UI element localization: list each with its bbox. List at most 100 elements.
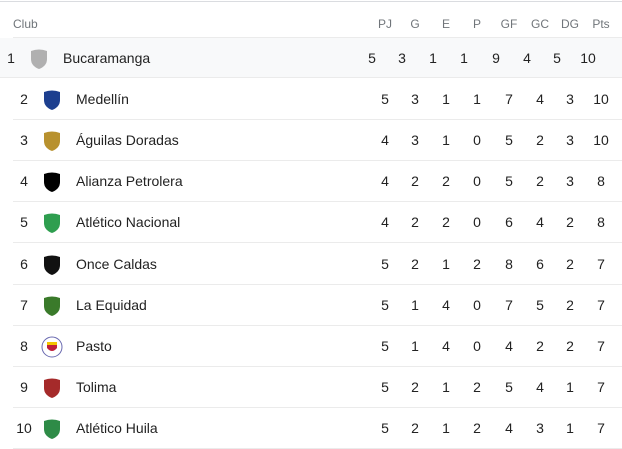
stat-p: 0: [473, 173, 481, 190]
stat-e: 1: [429, 50, 437, 66]
header-g: G: [410, 17, 420, 31]
club-name[interactable]: Pasto: [76, 337, 112, 354]
stat-e: 2: [442, 214, 450, 231]
stat-pts: 7: [597, 337, 605, 354]
stat-pj: 5: [368, 50, 376, 66]
rank: 7: [20, 296, 28, 313]
header-gc: GC: [531, 17, 549, 31]
top-divider: [0, 1, 622, 2]
club-name[interactable]: Águilas Doradas: [76, 132, 179, 149]
stat-e: 1: [442, 419, 450, 436]
stat-gf: 7: [505, 91, 513, 108]
stat-g: 3: [411, 132, 419, 149]
stat-pj: 4: [381, 173, 389, 190]
stat-e: 2: [442, 173, 450, 190]
stat-pj: 5: [381, 255, 389, 272]
stat-g: 3: [398, 50, 406, 66]
stat-p: 0: [473, 296, 481, 313]
club-name[interactable]: Tolima: [76, 378, 117, 395]
stat-gf: 9: [492, 50, 500, 66]
stat-g: 2: [411, 173, 419, 190]
stat-e: 1: [442, 132, 450, 149]
stat-dg: 2: [566, 296, 574, 313]
aguilas-crest-icon: [41, 130, 63, 152]
table-row[interactable]: 8 Pasto 5 1 4 0 4 2 2 7: [13, 326, 622, 367]
table-row[interactable]: 7 La Equidad 5 1 4 0 7 5 2 7: [13, 285, 622, 326]
table-row[interactable]: 10 Atlético Huila 5 2 1 2 4 3 1 7: [13, 408, 622, 449]
stat-gc: 5: [536, 296, 544, 313]
stat-gf: 6: [505, 214, 513, 231]
stat-g: 1: [411, 337, 419, 354]
stat-gf: 4: [505, 419, 513, 436]
rank: 9: [20, 378, 28, 395]
header-club: Club: [13, 17, 38, 31]
stat-pts: 10: [593, 91, 609, 108]
stat-dg: 3: [566, 91, 574, 108]
stat-g: 2: [411, 255, 419, 272]
table-row[interactable]: 3 Águilas Doradas 4 3 1 0 5 2 3 10: [13, 120, 622, 162]
club-name[interactable]: Once Caldas: [76, 255, 157, 272]
stat-g: 2: [411, 378, 419, 395]
table-row[interactable]: 4 Alianza Petrolera 4 2 2 0 5 2 3 8: [13, 161, 622, 203]
stat-pts: 10: [593, 132, 609, 149]
stat-p: 2: [473, 419, 481, 436]
stat-pj: 5: [381, 91, 389, 108]
header-e: E: [441, 17, 450, 31]
stat-pts: 8: [597, 173, 605, 190]
stat-gc: 3: [536, 419, 544, 436]
stat-gc: 4: [536, 378, 544, 395]
nacional-crest-icon: [41, 212, 63, 234]
green-shield-icon: [41, 295, 63, 317]
rank: 4: [20, 173, 28, 190]
stat-e: 1: [442, 91, 450, 108]
table-row[interactable]: 5 Atlético Nacional 4 2 2 0 6 4 2 8: [13, 202, 622, 244]
club-name[interactable]: Atlético Huila: [76, 419, 158, 436]
stat-gc: 4: [536, 214, 544, 231]
stat-gf: 4: [505, 337, 513, 354]
stat-gc: 2: [536, 337, 544, 354]
stat-p: 0: [473, 337, 481, 354]
stat-e: 1: [442, 378, 450, 395]
stat-dg: 2: [566, 337, 574, 354]
pasto-crest-icon: [41, 336, 63, 358]
table-header: Club PJ G E P GF GC DG Pts: [13, 12, 622, 38]
table-row[interactable]: 9 Tolima 5 2 1 2 5 4 1 7: [13, 367, 622, 408]
stat-pj: 5: [381, 296, 389, 313]
stat-g: 3: [411, 91, 419, 108]
stat-p: 1: [473, 91, 481, 108]
header-dg: DG: [561, 17, 579, 31]
rank: 5: [20, 214, 28, 231]
rank: 1: [7, 50, 15, 66]
stat-pts: 7: [597, 296, 605, 313]
club-name[interactable]: Bucaramanga: [63, 50, 151, 66]
stat-e: 4: [442, 296, 450, 313]
table-row[interactable]: 2 Medellín 5 3 1 1 7 4 3 10: [13, 79, 622, 121]
black-shield-icon: [41, 171, 63, 193]
rank: 10: [16, 419, 32, 436]
black-shield-icon: [41, 254, 63, 276]
rank: 6: [20, 255, 28, 272]
stat-gc: 4: [523, 50, 531, 66]
stat-pj: 5: [381, 419, 389, 436]
stat-dg: 1: [566, 419, 574, 436]
stat-p: 0: [473, 132, 481, 149]
rank: 8: [20, 337, 28, 354]
stat-pj: 5: [381, 337, 389, 354]
gray-shield-icon: [28, 48, 50, 70]
stat-gc: 2: [536, 173, 544, 190]
club-name[interactable]: La Equidad: [76, 296, 147, 313]
stat-e: 4: [442, 337, 450, 354]
stat-gf: 7: [505, 296, 513, 313]
tolima-crest-icon: [41, 377, 63, 399]
club-name[interactable]: Alianza Petrolera: [76, 173, 183, 190]
table-row[interactable]: 1 Bucaramanga 5 3 1 1 9 4 5 10: [0, 38, 622, 78]
club-name[interactable]: Medellín: [76, 91, 129, 108]
stat-dg: 5: [553, 50, 561, 66]
stat-e: 1: [442, 255, 450, 272]
rank: 3: [20, 132, 28, 149]
stat-pts: 7: [597, 255, 605, 272]
table-row[interactable]: 6 Once Caldas 5 2 1 2 8 6 2 7: [13, 244, 622, 285]
stat-pj: 5: [381, 378, 389, 395]
club-name[interactable]: Atlético Nacional: [76, 214, 181, 231]
stat-gf: 8: [505, 255, 513, 272]
